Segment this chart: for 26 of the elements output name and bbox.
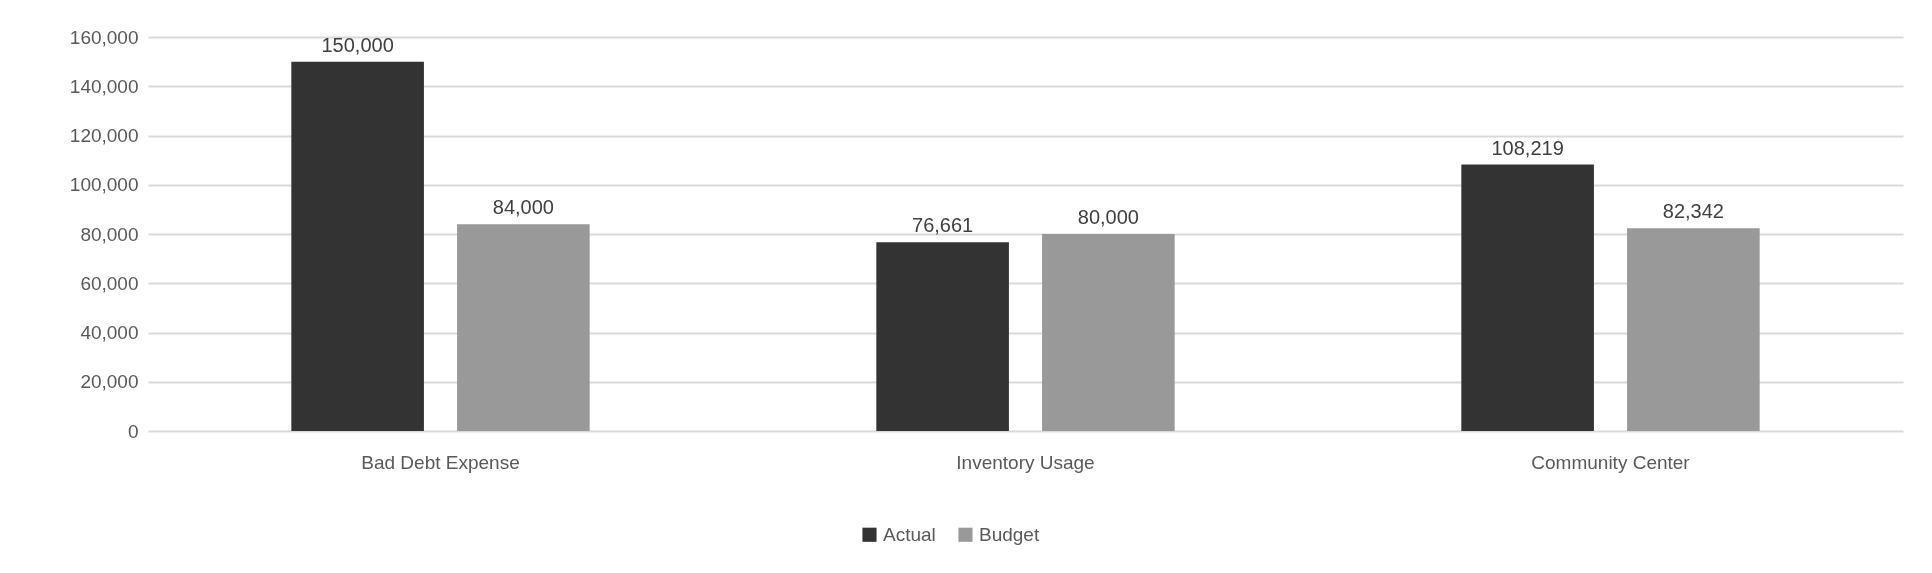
bar [1627,228,1760,431]
data-label: 82,342 [1662,200,1724,223]
bar [876,242,1009,431]
y-tick-label: 80,000 [80,223,139,245]
y-tick-label: 120,000 [69,125,139,146]
y-tick-label: 160,000 [69,26,139,48]
y-tick-label: 40,000 [80,322,139,343]
legend-label: Actual [883,523,936,545]
bar [457,224,590,431]
bar [1042,234,1175,431]
y-tick-label: 100,000 [69,174,139,196]
y-tick-label: 140,000 [69,75,139,97]
data-label: 84,000 [492,196,554,219]
data-label: 150,000 [321,33,394,56]
bar [1461,164,1594,431]
legend-label: Budget [979,523,1040,545]
bar [291,61,424,431]
y-tick-label: 0 [127,420,139,442]
x-tick-label: Bad Debt Expense [361,451,520,473]
y-tick-label: 20,000 [80,371,139,393]
y-tick-label: 60,000 [80,272,139,294]
x-tick-label: Community Center [1531,451,1691,473]
data-label: 76,661 [912,214,974,237]
x-tick-label: Inventory Usage [956,451,1095,473]
data-label: 108,219 [1491,136,1564,159]
data-label: 80,000 [1077,206,1139,228]
